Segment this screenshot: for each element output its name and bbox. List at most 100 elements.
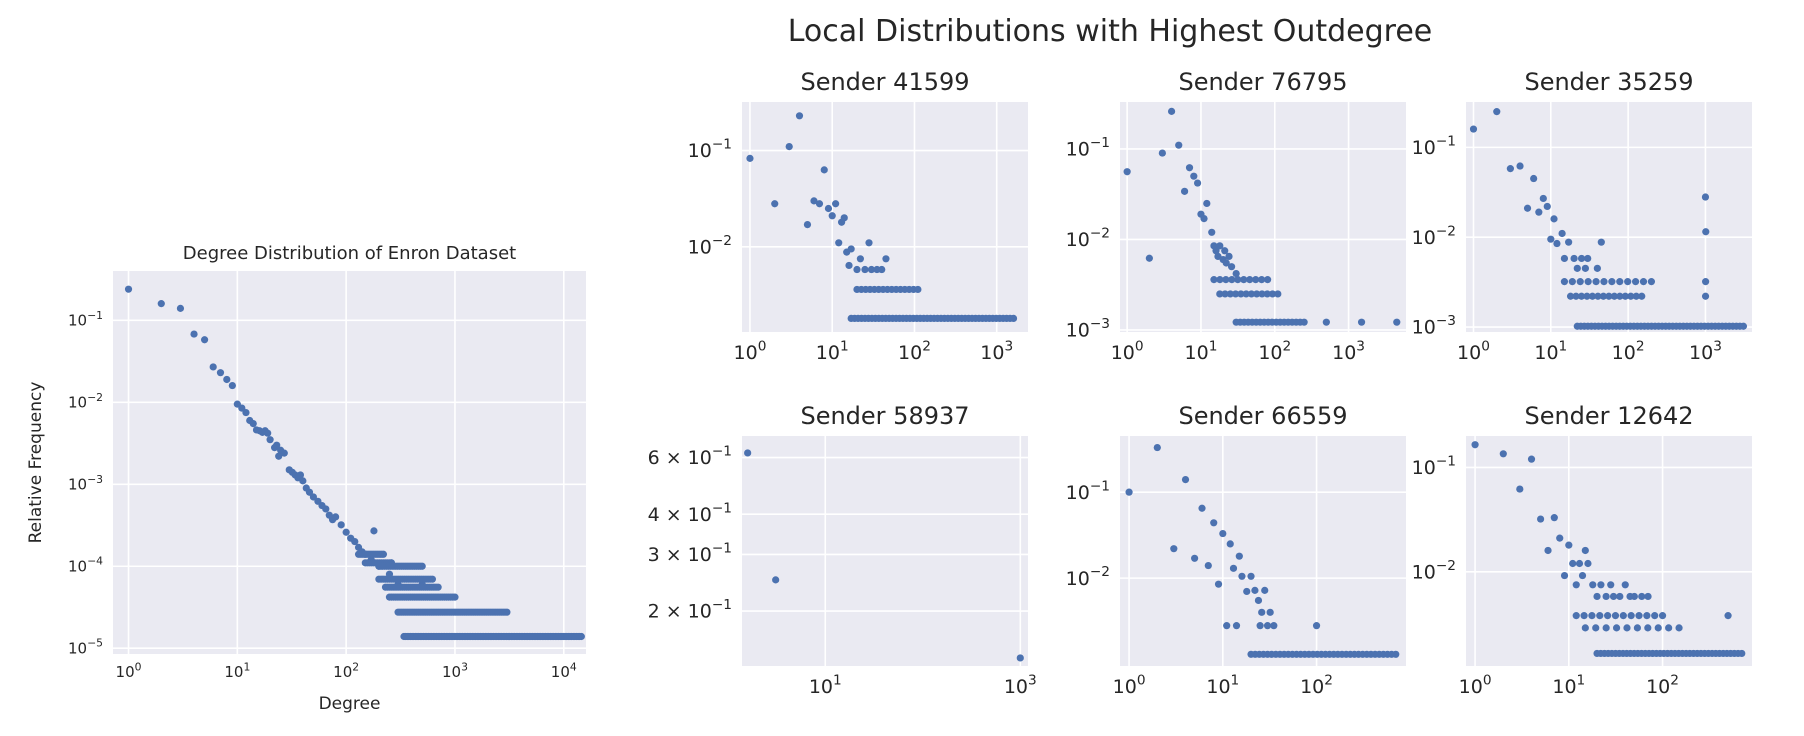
x-tick-label: 102 [1300,672,1333,698]
data-point [1611,612,1620,620]
scatter-series [1125,443,1400,658]
data-point [503,608,511,616]
chart-title: Sender 58937 [800,402,969,430]
scatter-series [1471,441,1746,658]
y-tick-label: 4 × 10−1 [648,500,732,526]
data-point [1593,264,1601,272]
data-point [264,429,272,437]
data-point [275,452,283,460]
data-point [1242,290,1250,298]
data-point [1556,534,1564,542]
data-point [1523,204,1532,212]
data-point [1624,278,1632,286]
data-point [1644,592,1652,601]
data-point [1204,561,1212,570]
data-point [249,419,257,428]
data-point [1630,592,1638,601]
data-point [1569,559,1577,568]
data-point [1263,622,1272,630]
data-point [1175,141,1183,149]
data-point [1261,586,1269,594]
data-point [1550,215,1558,223]
data-point [1312,622,1321,630]
data-point [337,521,345,529]
data-point [1584,278,1592,286]
data-point [190,330,198,338]
x-tick-label: 103 [442,660,468,681]
data-point [223,375,231,384]
y-tick-label: 10−2 [688,233,732,259]
data-point [1599,292,1608,300]
data-point [1593,592,1601,601]
y-tick-label: 6 × 10−1 [648,444,732,470]
data-point [785,143,793,151]
scatter-series [124,285,585,641]
data-point [1584,254,1592,263]
x-tick-label: 101 [1185,338,1218,364]
data-point [1252,276,1260,284]
data-point [1573,264,1581,272]
data-point [878,265,886,274]
y-tick-label: 10−2 [1066,564,1110,590]
data-point [1357,318,1366,326]
data-point [1222,276,1230,284]
data-point [1198,504,1206,512]
data-point [296,471,305,479]
data-point [428,575,436,583]
data-point [322,505,330,513]
data-point [1539,194,1547,203]
data-point [865,239,873,247]
x-tick-label: 101 [1552,672,1585,698]
data-point [1216,290,1224,298]
data-point [820,166,828,174]
data-point [853,265,861,274]
data-point [228,381,236,390]
data-point [1232,269,1240,278]
chart-panel-s35259: 100 101 102 103 10−3 10−2 10−1 Sender 35259 [1412,68,1752,364]
data-point [1565,541,1573,549]
data-point [1588,292,1597,300]
data-point [1701,193,1710,201]
figure-suptitle: Local Distributions with Highest Outdegr… [787,14,1433,49]
data-point [1623,624,1631,632]
data-point [1616,592,1624,601]
data-point [1580,612,1588,620]
data-point [1547,235,1555,243]
data-point [1210,276,1218,284]
data-point [1180,187,1189,195]
data-point [1237,290,1245,298]
x-tick-label: 101 [224,660,250,681]
data-point [1607,581,1615,589]
data-point [1251,586,1259,594]
data-point [847,245,855,253]
data-point [1739,322,1748,330]
x-tick-label: 103 [1004,672,1037,698]
data-point [1227,263,1236,271]
chart-title: Sender 12642 [1524,402,1693,430]
y-tick-label: 10−2 [1066,226,1110,252]
data-point [1499,450,1507,458]
data-point [1216,242,1224,250]
data-point [832,200,840,208]
x-axis-label: Degree [319,694,381,714]
y-tick-label: 10−3 [1412,313,1456,339]
data-point [1530,174,1538,183]
data-point [1654,624,1662,632]
data-point [309,493,317,501]
data-point [1638,292,1646,300]
x-tick-label: 101 [816,338,849,364]
data-point [1516,485,1524,493]
data-point [856,255,864,263]
chart-title: Sender 35259 [1524,68,1693,96]
y-tick-label: 10−1 [68,309,103,330]
data-point [1572,581,1580,589]
y-tick-label: 10−2 [68,391,103,412]
data-point [1627,292,1635,300]
data-point [1632,292,1640,300]
data-point [1619,612,1627,620]
data-point [1558,229,1566,238]
data-point [1170,545,1178,553]
data-point [1219,529,1227,538]
data-point [1193,179,1202,187]
data-point [280,449,288,457]
